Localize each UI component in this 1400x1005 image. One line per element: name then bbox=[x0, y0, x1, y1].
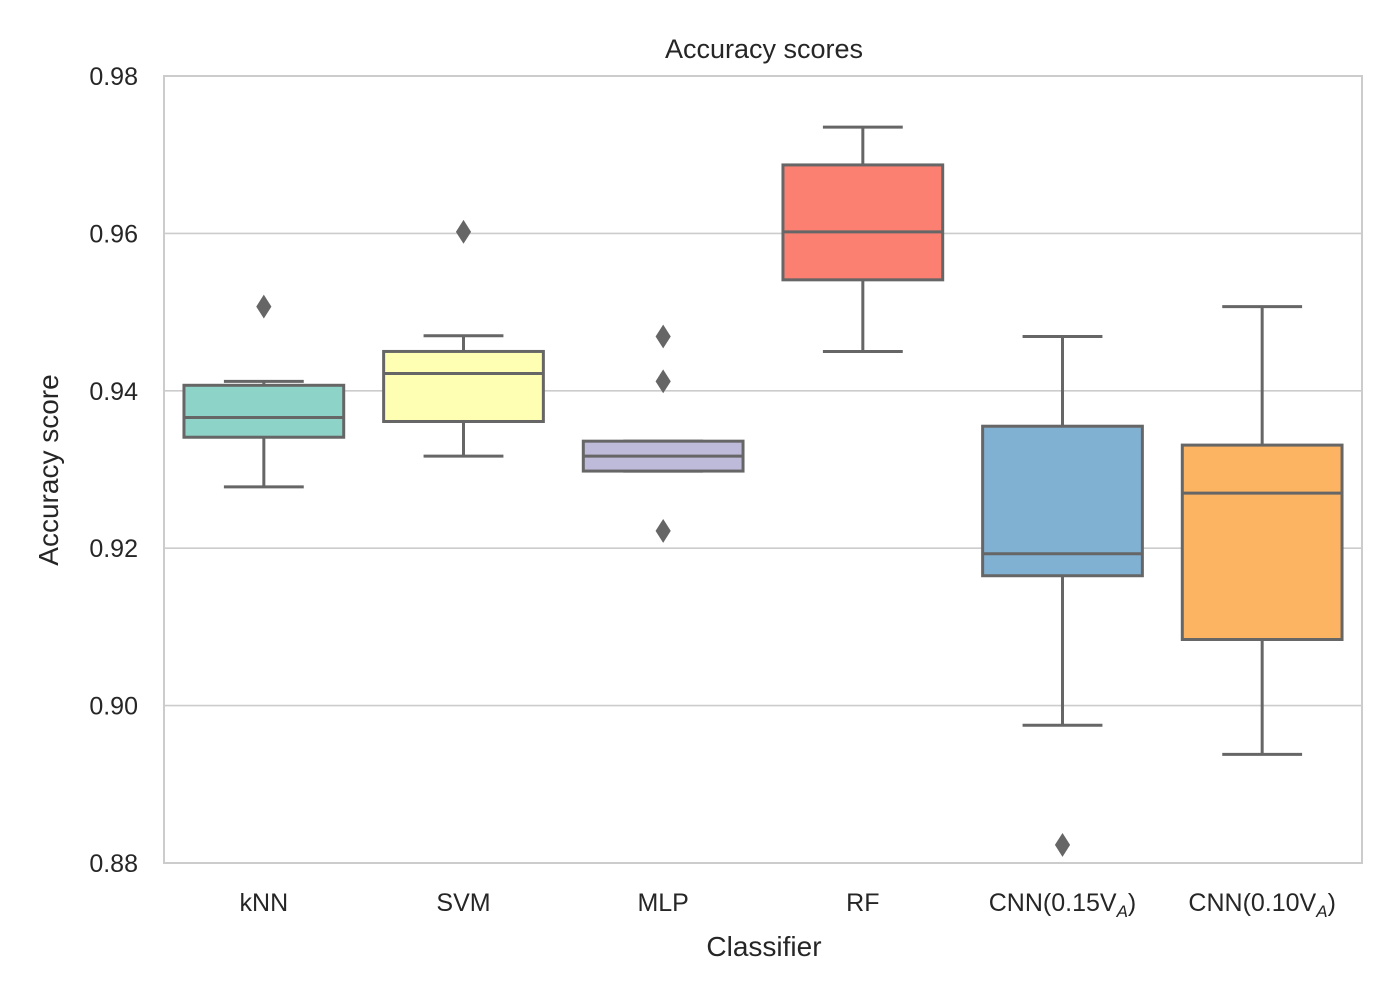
box-group bbox=[581, 324, 745, 543]
chart-title: Accuracy scores bbox=[665, 34, 863, 64]
outlier-point bbox=[655, 518, 671, 543]
x-tick-label: CNN(0.15VA) bbox=[989, 889, 1137, 921]
y-tick-label: 0.90 bbox=[89, 693, 138, 721]
x-tick-label: RF bbox=[846, 889, 879, 917]
outlier-point bbox=[455, 219, 472, 244]
y-tick-label: 0.98 bbox=[89, 63, 138, 91]
y-tick-label: 0.92 bbox=[89, 535, 138, 563]
box-layer bbox=[182, 125, 1344, 857]
outlier-point bbox=[655, 369, 671, 394]
axis-layer: 0.88 0.90 0.92 0.94 0.96 0.98 kNN SVM MLP RF CNN(0… bbox=[89, 63, 1363, 921]
y-tick-label: 0.88 bbox=[89, 850, 138, 878]
plot-frame bbox=[163, 75, 1363, 864]
box-group bbox=[781, 125, 945, 353]
x-tick-label: CNN(0.10VA) bbox=[1188, 889, 1336, 921]
box-group bbox=[981, 334, 1144, 857]
outlier-point bbox=[1054, 832, 1071, 857]
box-iqr bbox=[182, 383, 346, 439]
x-tick-label: kNN bbox=[240, 889, 289, 917]
outlier-point bbox=[655, 324, 671, 349]
box-group bbox=[382, 219, 545, 458]
box-iqr bbox=[981, 424, 1144, 578]
y-tick-label: 0.94 bbox=[89, 378, 138, 406]
box-iqr bbox=[781, 163, 945, 282]
outlier-point bbox=[256, 294, 272, 319]
y-axis-label: Accuracy score bbox=[33, 374, 64, 565]
x-axis-label: Classifier bbox=[706, 931, 821, 962]
y-tick-label: 0.96 bbox=[89, 220, 138, 248]
x-tick-label: MLP bbox=[637, 889, 688, 917]
x-tick-label: SVM bbox=[436, 889, 490, 917]
box-iqr bbox=[382, 349, 545, 423]
box-group bbox=[1180, 305, 1344, 756]
box-group bbox=[182, 294, 346, 489]
box-iqr bbox=[1180, 443, 1344, 641]
